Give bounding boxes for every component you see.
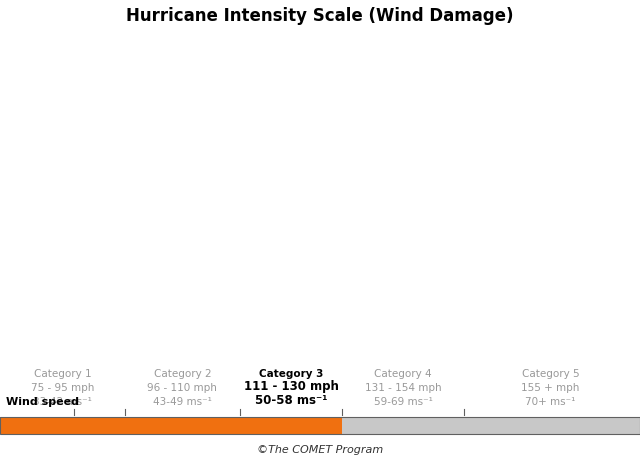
Text: Category 1: Category 1 <box>34 369 92 379</box>
Text: Wind speed: Wind speed <box>6 397 79 407</box>
Text: Hurricane Intensity Scale (Wind Damage): Hurricane Intensity Scale (Wind Damage) <box>126 7 514 25</box>
Bar <box>0 417 342 434</box>
Text: 96 - 110 mph: 96 - 110 mph <box>147 383 218 393</box>
Text: 33-42 ms⁻¹: 33-42 ms⁻¹ <box>33 397 92 407</box>
Text: 50-58 ms⁻¹: 50-58 ms⁻¹ <box>255 394 328 407</box>
Text: 131 - 154 mph: 131 - 154 mph <box>365 383 442 393</box>
Bar <box>0 417 640 434</box>
Text: ©The COMET Program: ©The COMET Program <box>257 445 383 455</box>
Text: 111 - 130 mph: 111 - 130 mph <box>244 380 339 393</box>
Text: Category 2: Category 2 <box>154 369 211 379</box>
Text: Category 5: Category 5 <box>522 369 579 379</box>
Text: 155 + mph: 155 + mph <box>521 383 580 393</box>
Text: 70+ ms⁻¹: 70+ ms⁻¹ <box>525 397 575 407</box>
Text: Category 4: Category 4 <box>374 369 432 379</box>
Text: Category 3: Category 3 <box>259 369 323 379</box>
Text: 75 - 95 mph: 75 - 95 mph <box>31 383 95 393</box>
Text: 59-69 ms⁻¹: 59-69 ms⁻¹ <box>374 397 433 407</box>
Text: 43-49 ms⁻¹: 43-49 ms⁻¹ <box>153 397 212 407</box>
Bar <box>342 417 640 434</box>
